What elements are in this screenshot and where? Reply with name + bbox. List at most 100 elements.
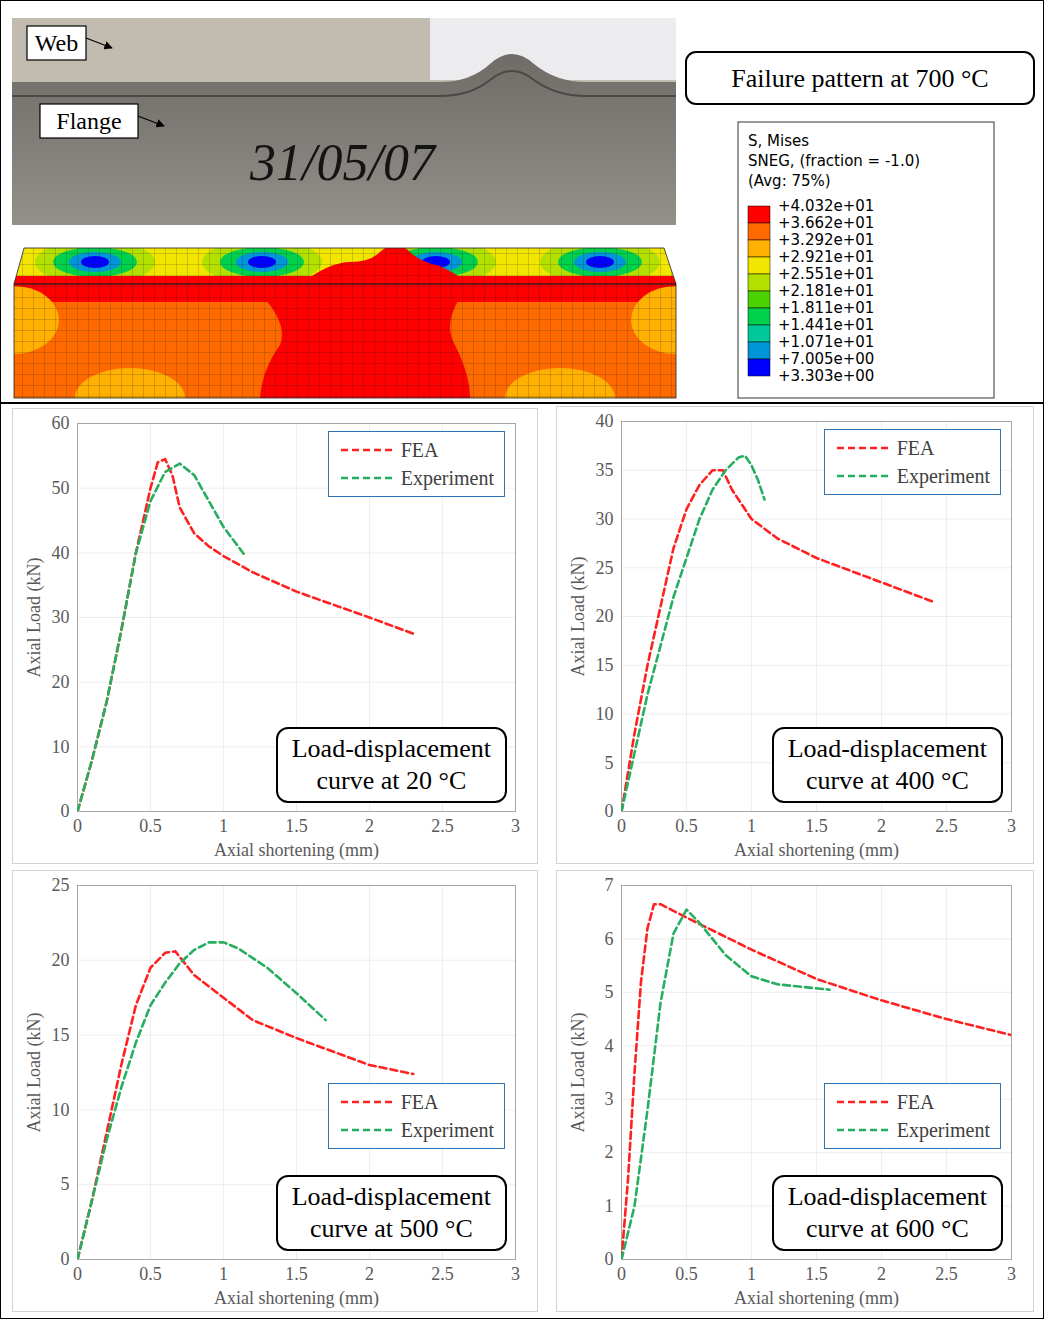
svg-text:50: 50 [52, 478, 70, 498]
svg-text:0: 0 [605, 1249, 614, 1269]
html-text:Load-displacement: Load-displacement [787, 734, 987, 763]
html-text:FEA: FEA [400, 1090, 439, 1113]
svg-text:Axial shortening (mm): Axial shortening (mm) [214, 1288, 379, 1309]
svg-text:7: 7 [605, 875, 614, 895]
svg-text:Axial shortening (mm): Axial shortening (mm) [734, 1288, 899, 1309]
svg-text:+3.292e+01: +3.292e+01 [778, 231, 874, 249]
svg-text:3: 3 [511, 1264, 520, 1284]
svg-text:Failure pattern at 700 °C: Failure pattern at 700 °C [731, 64, 988, 93]
svg-text:30: 30 [596, 509, 614, 529]
svg-text:0: 0 [61, 1249, 70, 1269]
svg-text:0: 0 [73, 1264, 82, 1284]
svg-text:+7.005e+00: +7.005e+00 [778, 350, 874, 368]
svg-text:1.5: 1.5 [805, 1264, 828, 1284]
svg-text:1: 1 [219, 1264, 228, 1284]
svg-text:1: 1 [219, 816, 228, 836]
svg-text:+1.071e+01: +1.071e+01 [778, 333, 874, 351]
svg-text:0: 0 [61, 801, 70, 821]
svg-text:2.5: 2.5 [935, 816, 958, 836]
svg-text:Flange: Flange [56, 108, 121, 134]
svg-text:3: 3 [1007, 816, 1016, 836]
svg-text:5: 5 [61, 1174, 70, 1194]
svg-text:20: 20 [52, 950, 70, 970]
svg-text:Axial shortening (mm): Axial shortening (mm) [734, 840, 899, 861]
svg-text:40: 40 [596, 411, 614, 431]
svg-text:35: 35 [596, 460, 614, 480]
svg-text:0: 0 [605, 801, 614, 821]
svg-text:+1.441e+01: +1.441e+01 [778, 316, 874, 334]
html-text:curve at 20 °C: curve at 20 °C [316, 766, 467, 795]
svg-text:31/05/07: 31/05/07 [249, 134, 437, 191]
svg-text:2: 2 [365, 816, 374, 836]
svg-text:2: 2 [877, 816, 886, 836]
svg-text:Axial Load (kN): Axial Load (kN) [568, 1013, 589, 1133]
svg-text:15: 15 [52, 1025, 70, 1045]
html-text:FEA: FEA [896, 1090, 935, 1113]
svg-text:10: 10 [52, 737, 70, 757]
svg-text:25: 25 [52, 875, 70, 895]
svg-text:Axial Load (kN): Axial Load (kN) [24, 1013, 45, 1133]
svg-text:SNEG, (fraction = -1.0): SNEG, (fraction = -1.0) [748, 152, 920, 170]
html-text:Experiment: Experiment [400, 1118, 494, 1141]
svg-text:+2.551e+01: +2.551e+01 [778, 265, 874, 283]
svg-text:20: 20 [52, 672, 70, 692]
html-text:curve at 500 °C: curve at 500 °C [310, 1214, 473, 1243]
svg-text:5: 5 [605, 753, 614, 773]
svg-text:15: 15 [596, 655, 614, 675]
svg-text:30: 30 [52, 607, 70, 627]
svg-text:0.5: 0.5 [139, 816, 162, 836]
svg-text:1: 1 [747, 1264, 756, 1284]
svg-text:0.5: 0.5 [675, 1264, 698, 1284]
svg-text:4: 4 [605, 1036, 614, 1056]
html-text:curve at 400 °C: curve at 400 °C [806, 766, 969, 795]
svg-text:3: 3 [1007, 1264, 1016, 1284]
svg-text:+4.032e+01: +4.032e+01 [778, 197, 874, 215]
html-text:Experiment: Experiment [400, 466, 494, 489]
svg-text:S, Mises: S, Mises [748, 132, 809, 150]
svg-text:3: 3 [511, 816, 520, 836]
svg-text:10: 10 [596, 704, 614, 724]
svg-text:0: 0 [73, 816, 82, 836]
svg-text:2.5: 2.5 [431, 1264, 454, 1284]
svg-text:6: 6 [605, 929, 614, 949]
svg-text:+2.921e+01: +2.921e+01 [778, 248, 874, 266]
svg-text:Web: Web [35, 30, 78, 56]
svg-text:2: 2 [365, 1264, 374, 1284]
svg-text:0: 0 [617, 816, 626, 836]
html-text:Experiment: Experiment [896, 464, 990, 487]
svg-text:20: 20 [596, 606, 614, 626]
svg-text:60: 60 [52, 413, 70, 433]
svg-text:2: 2 [605, 1142, 614, 1162]
svg-text:10: 10 [52, 1100, 70, 1120]
svg-text:3: 3 [605, 1089, 614, 1109]
svg-text:1.5: 1.5 [285, 816, 308, 836]
svg-text:0.5: 0.5 [139, 1264, 162, 1284]
html-text:Load-displacement: Load-displacement [787, 1182, 987, 1211]
svg-text:Axial shortening (mm): Axial shortening (mm) [214, 840, 379, 861]
svg-text:Axial Load (kN): Axial Load (kN) [24, 558, 45, 678]
svg-text:+3.662e+01: +3.662e+01 [778, 214, 874, 232]
svg-text:2: 2 [877, 1264, 886, 1284]
svg-text:0.5: 0.5 [675, 816, 698, 836]
html-text:Load-displacement: Load-displacement [291, 734, 491, 763]
svg-text:Axial Load (kN): Axial Load (kN) [568, 557, 589, 677]
svg-text:5: 5 [605, 982, 614, 1002]
svg-text:1: 1 [605, 1196, 614, 1216]
html-text:curve at 600 °C: curve at 600 °C [806, 1214, 969, 1243]
html-text:Experiment: Experiment [896, 1118, 990, 1141]
svg-text:+1.811e+01: +1.811e+01 [778, 299, 874, 317]
html-text:FEA: FEA [896, 436, 935, 459]
svg-text:1.5: 1.5 [285, 1264, 308, 1284]
svg-text:40: 40 [52, 543, 70, 563]
svg-text:2.5: 2.5 [935, 1264, 958, 1284]
svg-text:+2.181e+01: +2.181e+01 [778, 282, 874, 300]
svg-text:+3.303e+00: +3.303e+00 [778, 367, 874, 385]
svg-text:(Avg: 75%): (Avg: 75%) [748, 172, 831, 190]
svg-text:1.5: 1.5 [805, 816, 828, 836]
html-text:FEA: FEA [400, 438, 439, 461]
svg-text:1: 1 [747, 816, 756, 836]
html-text:Load-displacement: Load-displacement [291, 1182, 491, 1211]
svg-text:25: 25 [596, 558, 614, 578]
svg-text:2.5: 2.5 [431, 816, 454, 836]
svg-text:0: 0 [617, 1264, 626, 1284]
